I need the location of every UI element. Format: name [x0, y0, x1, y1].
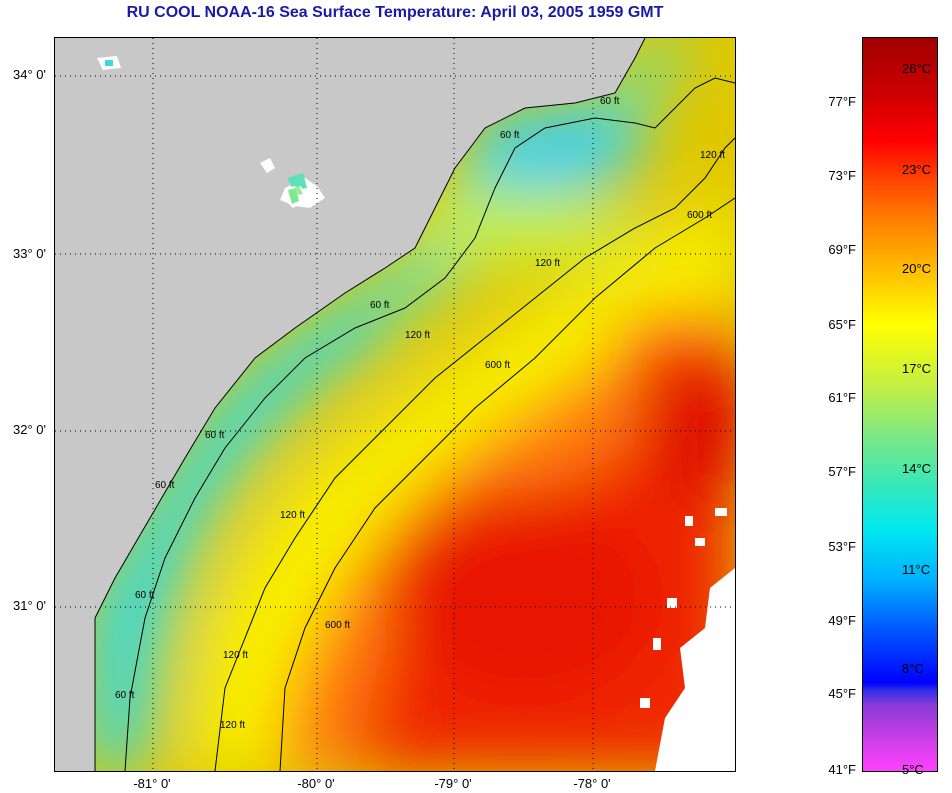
contour-label: 120 ft	[280, 510, 305, 521]
celsius-label: 8°C	[902, 661, 924, 676]
contour-labels: 60 ft 60 ft 120 ft 120 ft 600 ft 60 ft 6…	[115, 96, 725, 731]
lat-label: 33° 0'	[13, 246, 46, 261]
fahrenheit-label: 77°F	[828, 94, 856, 109]
fahrenheit-label: 69°F	[828, 242, 856, 257]
celsius-label: 23°C	[902, 162, 932, 177]
fahrenheit-label: 53°F	[828, 539, 856, 554]
cloud-mask	[640, 508, 735, 771]
fahrenheit-label: 65°F	[828, 317, 856, 332]
contour-label: 120 ft	[220, 720, 245, 731]
contour-label: 600 ft	[325, 620, 350, 631]
celsius-label: 26°C	[902, 61, 932, 76]
sst-map: 60 ft 60 ft 120 ft 120 ft 600 ft 60 ft 6…	[54, 37, 736, 772]
fahrenheit-label: 57°F	[828, 464, 856, 479]
temperature-colorbar	[862, 37, 938, 772]
fahrenheit-label: 41°F	[828, 762, 856, 777]
coastline	[94, 38, 646, 771]
contour-label: 60 ft	[600, 96, 620, 107]
contour-label: 600 ft	[485, 360, 510, 371]
fahrenheit-label: 73°F	[828, 168, 856, 183]
fahrenheit-label: 49°F	[828, 613, 856, 628]
lat-label: 34° 0'	[13, 67, 46, 82]
celsius-label: 11°C	[902, 562, 931, 577]
grid-lines	[55, 38, 735, 771]
lat-label: 31° 0'	[13, 598, 46, 613]
celsius-label: 5°C	[902, 762, 924, 777]
contour-label: 600 ft	[687, 210, 712, 221]
contour-label: 120 ft	[223, 650, 248, 661]
contour-label: 60 ft	[115, 690, 135, 701]
celsius-label: 14°C	[902, 461, 932, 476]
contour-label: 60 ft	[500, 130, 520, 141]
contour-label: 60 ft	[135, 590, 155, 601]
contour-label: 60 ft	[205, 430, 225, 441]
map-title: RU COOL NOAA-16 Sea Surface Temperature:…	[126, 4, 664, 21]
lon-label: -79° 0'	[434, 776, 472, 791]
contour-label: 60 ft	[370, 300, 390, 311]
contour-label: 60 ft	[155, 480, 175, 491]
lon-label: -80° 0'	[297, 776, 335, 791]
fahrenheit-label: 61°F	[828, 390, 856, 405]
contour-label: 120 ft	[700, 150, 725, 161]
lon-label: -78° 0'	[573, 776, 611, 791]
lat-label: 32° 0'	[13, 422, 46, 437]
celsius-label: 20°C	[902, 261, 932, 276]
celsius-label: 17°C	[902, 361, 932, 376]
sst-map-canvas: 60 ft 60 ft 120 ft 120 ft 600 ft 60 ft 6…	[55, 38, 735, 771]
depth-contours	[124, 77, 735, 771]
fahrenheit-label: 45°F	[828, 686, 856, 701]
lon-label: -81° 0'	[133, 776, 171, 791]
contour-label: 120 ft	[405, 330, 430, 341]
contour-label: 120 ft	[535, 258, 560, 269]
